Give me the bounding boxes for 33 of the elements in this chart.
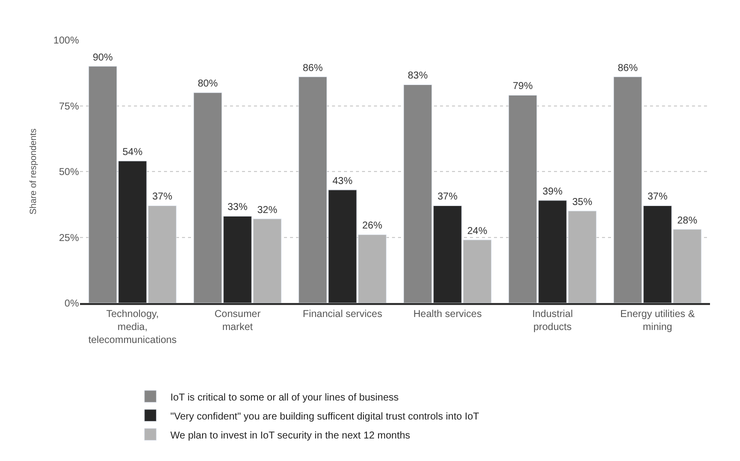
data-label: 83% [408,70,428,82]
y-tick-label: 50% [58,167,80,178]
data-label: 43% [332,176,353,187]
y-tick-label: 25% [58,232,80,244]
data-label: 86% [618,62,638,74]
y-tick-label: 100% [53,36,80,46]
x-tick-label: Industrial products [532,309,573,333]
data-label: 37% [152,192,172,203]
legend-label: "Very confident" you are building sufficent digital trust controls into IoT [170,411,480,422]
data-label: 32% [257,204,278,216]
y-tick-label: 0% [64,298,80,310]
x-tick-label: Technology, media, telecommunications [88,309,177,346]
data-label: 35% [572,196,592,208]
data-label: 28% [677,215,698,226]
data-label: 80% [198,78,218,90]
data-label: 26% [362,220,382,232]
data-label: 37% [647,192,668,203]
data-label: 24% [467,226,488,237]
x-tick-label: Consumer market [214,309,262,333]
data-label: 79% [512,81,533,92]
legend-label: IoT is critical to some or all of your lines of business [170,392,399,404]
data-label: 54% [122,146,143,158]
x-tick-label: Financial services [302,309,382,320]
data-label: 33% [227,202,248,214]
x-tick-label: Energy utilities & mining [620,309,696,333]
y-axis-title: Share of respondents [28,128,38,215]
data-label: 90% [92,52,113,64]
legend-label: We plan to invest in IoT security in the next 12 months [170,430,410,442]
x-tick-label: Health services [413,309,482,320]
data-label: 37% [437,192,458,203]
y-tick-label: 75% [58,101,80,112]
data-label: 39% [542,186,563,198]
data-label: 86% [302,62,323,74]
